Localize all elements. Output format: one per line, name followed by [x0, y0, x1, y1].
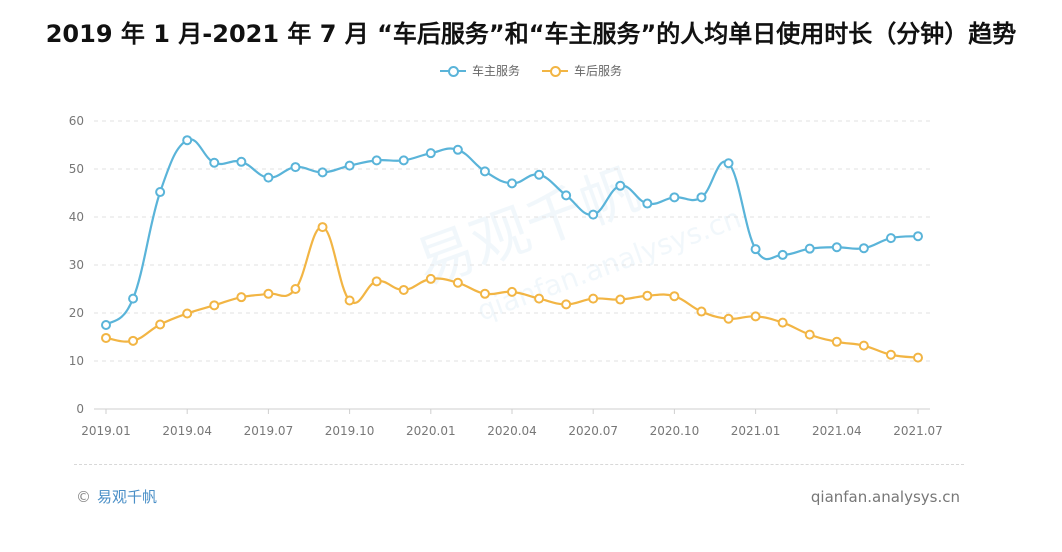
- legend-item-owner-service[interactable]: 车主服务: [439, 62, 520, 79]
- x-tick-label-2021.07: 2021.07: [893, 424, 943, 438]
- data-point-0-2021.07: [913, 231, 923, 242]
- data-point-0-2019.07: [263, 172, 274, 183]
- footer-brand: © 易观千帆: [76, 486, 157, 507]
- data-point-0-2020.12: [723, 158, 734, 169]
- legend-item-aftermarket-service[interactable]: 车后服务: [542, 62, 622, 79]
- data-point-1-2019.04: [182, 308, 193, 319]
- data-point-1-2021.01: [750, 311, 761, 322]
- data-point-1-2020.04: [507, 286, 517, 297]
- footer-divider: [74, 464, 964, 465]
- data-point-1-2021.02: [777, 317, 788, 328]
- data-point-0-2019.12: [398, 155, 409, 166]
- y-tick-label-50: 50: [69, 162, 84, 176]
- data-point-0-2019.08: [290, 162, 301, 173]
- x-tick-label-2021.01: 2021.01: [731, 424, 781, 438]
- data-point-1-2020.01: [425, 273, 436, 284]
- data-point-0-2021.04: [831, 242, 842, 253]
- data-point-0-2019.06: [236, 156, 247, 167]
- data-point-1-2020.06: [561, 299, 572, 310]
- data-point-0-2021.06: [885, 233, 896, 244]
- data-point-1-2021.06: [885, 349, 896, 360]
- x-tick-label-2019.04: 2019.04: [162, 424, 212, 438]
- data-point-1-2019.07: [263, 288, 274, 299]
- x-tick-label-2020.01: 2020.01: [406, 424, 456, 438]
- x-tick-label-2019.10: 2019.10: [325, 424, 375, 438]
- x-tick-label-2021.04: 2021.04: [812, 424, 862, 438]
- x-tick-label-2020.04: 2020.04: [487, 424, 537, 438]
- data-point-1-2021.03: [804, 329, 815, 340]
- legend-label-owner-service: 车主服务: [471, 64, 520, 78]
- y-tick-label-60: 60: [69, 114, 84, 128]
- y-tick-label-20: 20: [69, 306, 84, 320]
- legend-swatch-aftermarket-service: [542, 65, 568, 77]
- data-point-0-2021.03: [804, 243, 815, 254]
- x-tick-label-2019.07: 2019.07: [244, 424, 294, 438]
- data-point-1-2021.04: [831, 336, 842, 347]
- data-point-1-2020.10: [669, 291, 680, 302]
- data-point-1-2019.02: [128, 335, 139, 346]
- data-point-0-2020.06: [561, 190, 572, 201]
- y-tick-label-10: 10: [69, 354, 84, 368]
- footer-brand-name: 易观千帆: [97, 488, 158, 506]
- x-tick-label-2019.01: 2019.01: [81, 424, 131, 438]
- data-point-0-2020.07: [588, 209, 599, 220]
- data-point-1-2019.12: [398, 284, 409, 295]
- data-point-0-2020.10: [669, 192, 680, 203]
- data-point-0-2020.05: [534, 169, 545, 180]
- y-tick-label-40: 40: [69, 210, 84, 224]
- data-point-0-2020.11: [696, 192, 707, 203]
- data-point-1-2019.10: [344, 295, 355, 306]
- data-point-0-2021.05: [858, 243, 869, 254]
- y-tick-label-0: 0: [76, 402, 84, 416]
- data-point-0-2020.03: [479, 166, 490, 177]
- data-point-0-2019.10: [344, 160, 355, 171]
- data-point-1-2019.06: [236, 292, 247, 303]
- footer-site: qianfan.analysys.cn: [810, 488, 960, 506]
- data-point-0-2019.04: [182, 135, 193, 146]
- x-tick-label-2020.07: 2020.07: [568, 424, 618, 438]
- data-point-0-2021.02: [777, 249, 788, 260]
- data-point-0-2019.01: [101, 320, 111, 330]
- data-point-1-2019.05: [209, 300, 220, 311]
- data-point-1-2020.05: [534, 293, 545, 304]
- data-point-1-2019.09: [317, 222, 328, 233]
- legend-label-aftermarket-service: 车后服务: [574, 64, 623, 78]
- copyright-icon: ©: [76, 487, 91, 506]
- data-point-0-2019.02: [128, 293, 139, 304]
- data-point-1-2019.11: [371, 276, 382, 287]
- legend: 车主服务 车后服务: [0, 62, 1062, 79]
- data-point-0-2019.05: [209, 157, 220, 168]
- data-point-0-2020.09: [642, 198, 653, 209]
- x-tick-label-2020.10: 2020.10: [650, 424, 700, 438]
- data-point-0-2019.11: [371, 155, 382, 166]
- chart-title: 2019 年 1 月-2021 年 7 月 “车后服务”和“车主服务”的人均单日…: [45, 20, 1017, 48]
- data-point-0-2020.04: [507, 178, 517, 189]
- data-point-1-2020.11: [696, 306, 707, 317]
- data-point-1-2019.08: [290, 284, 301, 294]
- y-tick-label-30: 30: [69, 258, 84, 272]
- data-point-0-2019.03: [155, 187, 166, 198]
- data-point-1-2020.03: [479, 288, 490, 299]
- data-point-0-2021.01: [750, 244, 761, 255]
- data-point-1-2021.07: [913, 352, 923, 363]
- data-point-1-2019.01: [101, 332, 111, 343]
- data-point-1-2019.03: [155, 319, 166, 330]
- data-point-1-2020.08: [615, 294, 626, 305]
- data-point-1-2020.09: [642, 290, 653, 301]
- data-point-0-2020.01: [425, 148, 436, 159]
- data-point-0-2020.08: [615, 180, 626, 191]
- data-point-1-2021.05: [858, 340, 869, 351]
- series-line-0: [105, 138, 919, 326]
- data-point-1-2020.02: [452, 277, 463, 288]
- data-point-0-2020.02: [452, 144, 463, 155]
- data-point-1-2020.07: [588, 293, 599, 304]
- data-point-0-2019.09: [317, 167, 328, 178]
- legend-swatch-owner-service: [439, 65, 466, 77]
- data-point-1-2020.12: [723, 313, 734, 324]
